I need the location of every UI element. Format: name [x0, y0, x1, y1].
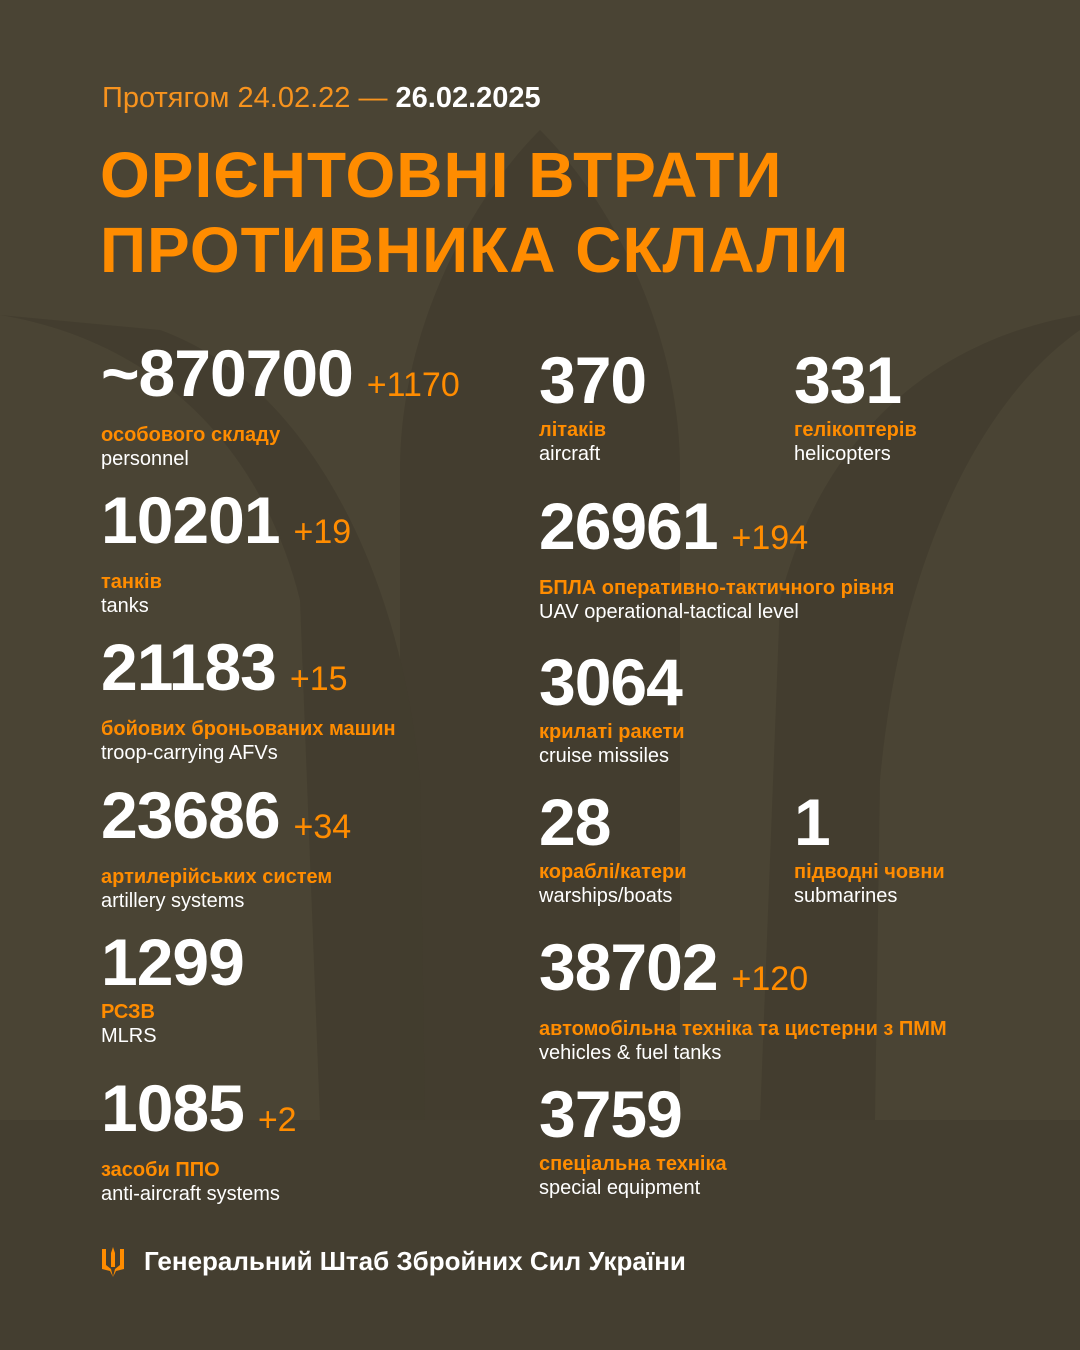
- value: ~870700: [101, 336, 354, 410]
- delta: +120: [731, 960, 809, 998]
- label-en: tanks: [101, 595, 149, 617]
- label-ua: танків: [101, 571, 162, 593]
- stat-afv: 21183 +15 бойових броньованих машин troop-c…: [101, 634, 396, 766]
- label-ua: автомобільна техніка та цистерни з ПММ: [539, 1018, 947, 1040]
- stat-helicopters: 331 гелікоптерів helicopters: [794, 347, 917, 467]
- period: Протягом 24.02.22 — 26.02.2025: [102, 82, 541, 115]
- stat-cruise-missiles: 3064 крилаті ракети cruise missiles: [539, 649, 685, 769]
- label-ua: літаків: [539, 419, 607, 441]
- stat-value: 3064: [539, 649, 685, 715]
- label-ua: кораблі/катери: [539, 861, 687, 883]
- stat-value: 1: [794, 789, 945, 855]
- delta: +15: [289, 660, 348, 698]
- value: 21183: [101, 630, 277, 704]
- footer: Генеральний Штаб Збройних Сил України: [100, 1246, 686, 1277]
- stat-special-equipment: 3759 спеціальна техніка special equipment: [539, 1081, 727, 1201]
- label-ua: БПЛА оперативно-тактичного рівня: [539, 577, 895, 599]
- stat-mlrs: 1299 РСЗВ MLRS: [101, 929, 245, 1049]
- stat-value: 3759: [539, 1081, 727, 1147]
- stat-warships: 28 кораблі/катери warships/boats: [539, 789, 687, 909]
- stat-vehicles: 38702 +120 автомобільна техніка та цистерн…: [539, 934, 947, 1066]
- stat-value: 28: [539, 789, 687, 855]
- label-en: special equipment: [539, 1177, 701, 1199]
- label-en: warships/boats: [539, 885, 673, 907]
- stat-submarines: 1 підводні човни submarines: [794, 789, 945, 909]
- stat-value: 331: [794, 347, 917, 413]
- stat-value: 1085 +2: [101, 1075, 297, 1150]
- label-ua: спеціальна техніка: [539, 1153, 727, 1175]
- value: 28: [539, 785, 611, 859]
- value: 1085: [101, 1071, 245, 1145]
- title-line-2: ПРОТИВНИКА СКЛАЛИ: [100, 214, 850, 286]
- stat-air-defense: 1085 +2 засоби ППО anti-aircraft systems: [101, 1075, 297, 1207]
- stat-value: 10201 +19: [101, 487, 352, 562]
- label-ua: гелікоптерів: [794, 419, 917, 441]
- stat-value: 38702 +120: [539, 934, 947, 1009]
- stat-artillery: 23686 +34 артилерійських систем artillery s…: [101, 782, 352, 914]
- stat-value: 21183 +15: [101, 634, 396, 709]
- label-ua: особового складу: [101, 424, 281, 446]
- title-line-1: ОРІЄНТОВНІ ВТРАТИ: [100, 139, 783, 211]
- label-ua: засоби ППО: [101, 1159, 220, 1181]
- value: 3759: [539, 1077, 683, 1151]
- label-en: anti-aircraft systems: [101, 1183, 280, 1205]
- value: 1299: [101, 925, 245, 999]
- label-en: helicopters: [794, 443, 891, 465]
- value: 38702: [539, 930, 719, 1004]
- stat-uav: 26961 +194 БПЛА оперативно-тактичного рівн…: [539, 493, 895, 625]
- page-title: ОРІЄНТОВНІ ВТРАТИ ПРОТИВНИКА СКЛАЛИ: [100, 138, 849, 288]
- period-prefix: Протягом 24.02.22 —: [102, 82, 388, 114]
- label-en: artillery systems: [101, 890, 245, 912]
- value: 331: [794, 343, 902, 417]
- label-en: vehicles & fuel tanks: [539, 1042, 722, 1064]
- label-ua: крилаті ракети: [539, 721, 685, 743]
- trident-icon: [102, 1246, 124, 1277]
- value: 26961: [539, 489, 719, 563]
- label-en: UAV operational-tactical level: [539, 601, 799, 623]
- delta: +34: [293, 808, 352, 846]
- stat-value: 26961 +194: [539, 493, 894, 568]
- period-end: 26.02.2025: [395, 82, 541, 114]
- label-en: MLRS: [101, 1025, 157, 1047]
- delta: +1170: [366, 366, 460, 404]
- stat-tanks: 10201 +19 танків tanks: [101, 487, 352, 619]
- label-ua: підводні човни: [794, 861, 945, 883]
- label-ua: РСЗВ: [101, 1001, 155, 1023]
- value: 1: [794, 785, 831, 859]
- label-en: submarines: [794, 885, 898, 907]
- stat-value: ~870700 +1170: [101, 340, 460, 415]
- footer-text: Генеральний Штаб Збройних Сил України: [144, 1246, 686, 1276]
- label-ua: артилерійських систем: [101, 866, 333, 888]
- stat-value: 23686 +34: [101, 782, 352, 857]
- delta: +2: [257, 1101, 297, 1139]
- label-ua: бойових броньованих машин: [101, 718, 396, 740]
- stat-value: 370: [539, 347, 647, 413]
- label-en: aircraft: [539, 443, 601, 465]
- label-en: personnel: [101, 448, 189, 470]
- value: 370: [539, 343, 647, 417]
- value: 3064: [539, 645, 683, 719]
- stat-value: 1299: [101, 929, 245, 995]
- label-en: troop-carrying AFVs: [101, 742, 278, 764]
- label-en: cruise missiles: [539, 745, 670, 767]
- stat-personnel: ~870700 +1170 особового складу personnel: [101, 340, 460, 472]
- delta: +19: [293, 513, 352, 551]
- stat-aircraft: 370 літаків aircraft: [539, 347, 647, 467]
- value: 10201: [101, 483, 281, 557]
- value: 23686: [101, 778, 281, 852]
- delta: +194: [731, 519, 809, 557]
